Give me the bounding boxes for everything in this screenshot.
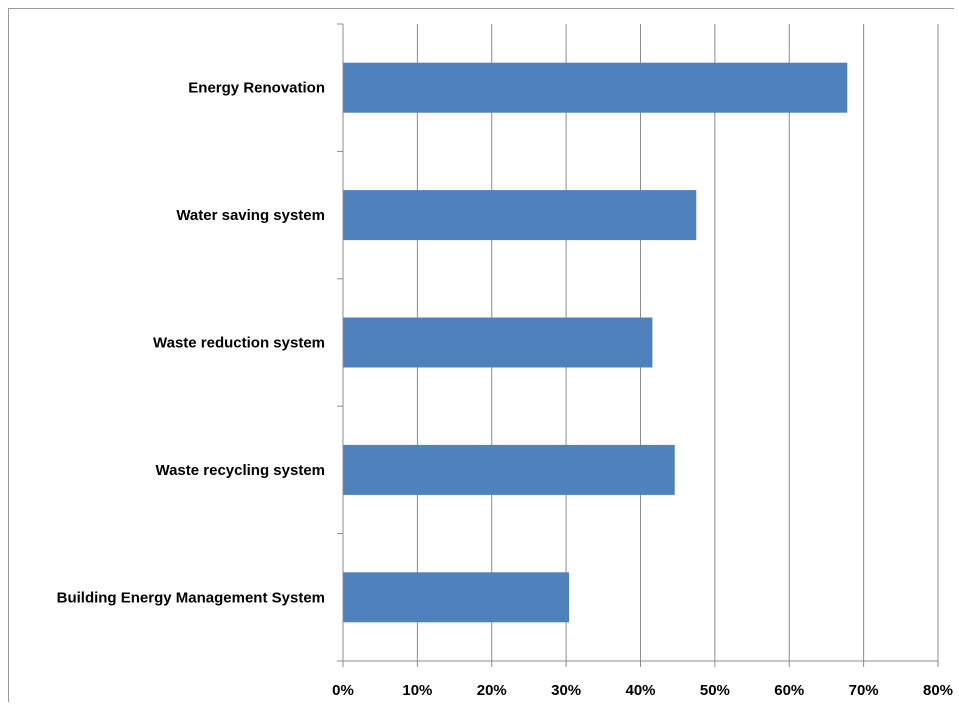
category-label-1: Water saving system [176, 207, 325, 224]
category-label-3: Waste recycling system [155, 462, 325, 479]
bar-1 [343, 190, 697, 241]
x-tick-label-60: 60% [774, 682, 804, 699]
bar-4 [343, 572, 570, 623]
category-label-2: Waste reduction system [153, 335, 325, 352]
bar-2 [343, 317, 653, 368]
category-label-0: Energy Renovation [188, 80, 325, 97]
x-tick-label-80: 80% [923, 682, 953, 699]
x-tick-label-20: 20% [477, 682, 507, 699]
x-tick-label-30: 30% [551, 682, 581, 699]
bar-0 [343, 62, 848, 113]
bars [343, 62, 848, 623]
x-tick-label-50: 50% [700, 682, 730, 699]
category-label-4: Building Energy Management System [57, 589, 325, 606]
axes [337, 23, 939, 667]
x-tick-label-0: 0% [332, 682, 354, 699]
x-tick-label-10: 10% [402, 682, 432, 699]
bar-3 [343, 444, 675, 495]
x-tick-label-40: 40% [625, 682, 655, 699]
x-tick-label-70: 70% [849, 682, 879, 699]
category-labels: Energy Renovation Water saving system Wast… [57, 80, 325, 607]
x-tick-labels: 0% 10% 20% 30% 40% 50% 60% 70% 80% [332, 682, 953, 699]
